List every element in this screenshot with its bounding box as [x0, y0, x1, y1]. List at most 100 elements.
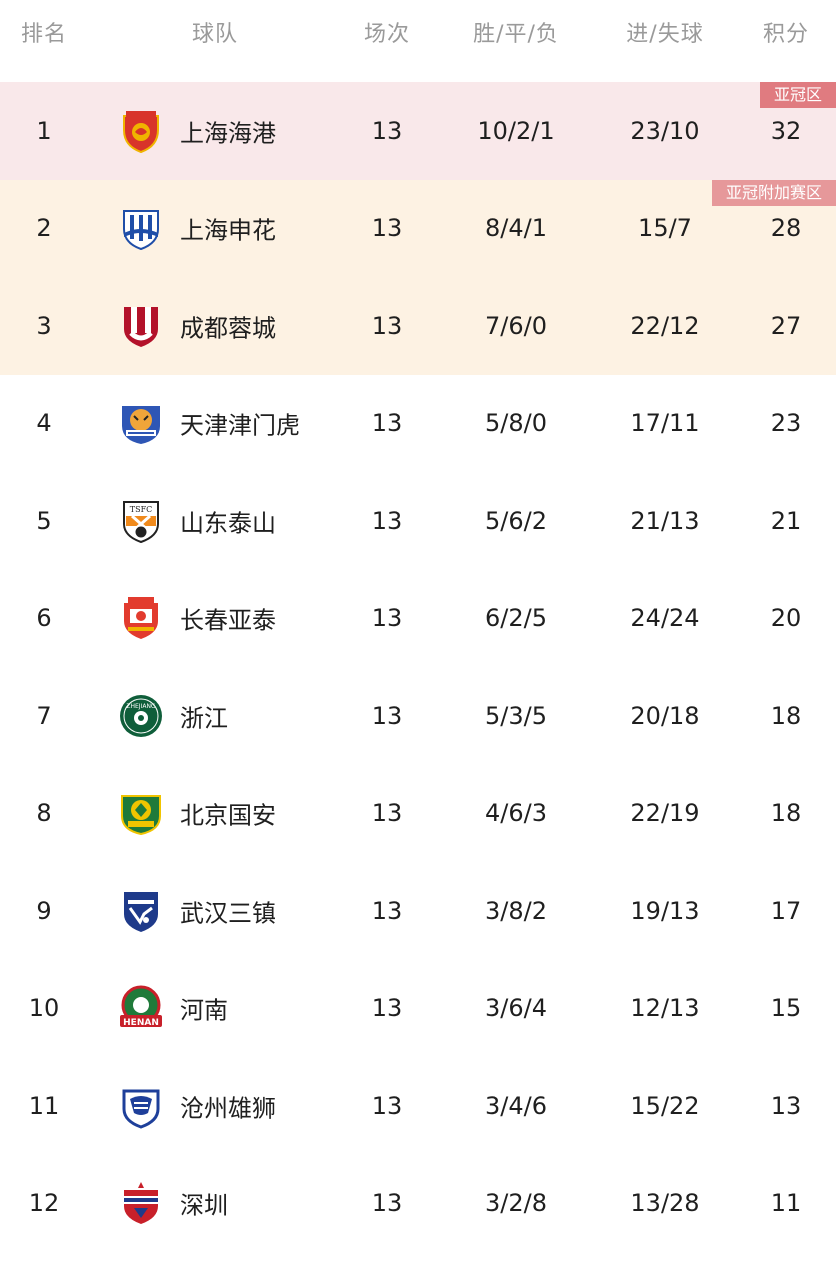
acl-playoff-zone-tag: 亚冠附加赛区 [711, 179, 836, 206]
shenzhen-crest-icon [118, 1180, 164, 1226]
header-rank: 排名 [20, 22, 68, 47]
rank-cell: 9 [36, 896, 52, 925]
wdl-cell: 7/6/0 [485, 311, 547, 340]
table-row[interactable]: 3 13 7/6/0 22/12 27 成都蓉城 [0, 277, 836, 375]
table-row[interactable]: 4 13 5/8/0 17/11 23 天津津门虎 [0, 375, 836, 473]
table-row[interactable]: 亚冠附加赛区 2 13 8/4/1 15/7 28 上海申花 [0, 179, 836, 277]
team-name[interactable]: 长春亚泰 [180, 606, 276, 635]
rank-cell: 11 [28, 1091, 60, 1120]
team-name[interactable]: 成都蓉城 [180, 314, 276, 343]
team-name[interactable]: 北京国安 [180, 801, 276, 830]
shanghai-port-crest-icon [118, 108, 164, 154]
header-played: 场次 [363, 22, 411, 47]
points-cell: 32 [770, 116, 802, 145]
table-row[interactable]: 6 13 6/2/5 24/24 20 长春亚泰 [0, 570, 836, 668]
rank-cell: 5 [36, 506, 52, 535]
points-cell: 17 [770, 896, 802, 925]
goals-cell: 23/10 [630, 116, 700, 145]
team-name[interactable]: 武汉三镇 [180, 899, 276, 928]
goals-cell: 19/13 [630, 896, 700, 925]
zhejiang-crest-icon: ZHEJIANG [118, 693, 164, 739]
rank-cell: 6 [36, 604, 52, 633]
played-cell: 13 [371, 896, 403, 925]
team-name[interactable]: 河南 [180, 996, 228, 1025]
goals-cell: 12/13 [630, 994, 700, 1023]
table-row[interactable]: 9 13 3/8/2 19/13 17 武汉三镇 [0, 862, 836, 960]
table-row[interactable]: 亚冠区 1 13 10/2/1 23/10 32 上海海港 [0, 82, 836, 180]
points-cell: 23 [770, 409, 802, 438]
wdl-cell: 10/2/1 [477, 116, 555, 145]
rank-cell: 4 [36, 409, 52, 438]
points-cell: 18 [770, 701, 802, 730]
played-cell: 13 [371, 701, 403, 730]
tianjin-jinmen-tiger-crest-icon [118, 400, 164, 446]
svg-text:ZHEJIANG: ZHEJIANG [126, 703, 156, 710]
beijing-guoan-crest-icon [118, 790, 164, 836]
table-row[interactable]: 11 13 3/4/6 15/22 13 沧州雄狮 [0, 1057, 836, 1155]
points-cell: 28 [770, 214, 802, 243]
goals-cell: 20/18 [630, 701, 700, 730]
rank-cell: 10 [28, 994, 60, 1023]
points-cell: 21 [770, 506, 802, 535]
table-row[interactable]: 8 13 4/6/3 22/19 18 北京国安 [0, 765, 836, 863]
goals-cell: 22/12 [630, 311, 700, 340]
wdl-cell: 6/2/5 [485, 604, 547, 633]
goals-cell: 15/22 [630, 1091, 700, 1120]
wdl-cell: 5/8/0 [485, 409, 547, 438]
goals-cell: 21/13 [630, 506, 700, 535]
team-name[interactable]: 浙江 [180, 704, 228, 733]
points-cell: 11 [770, 1189, 802, 1218]
table-header: 排名 球队 场次 胜/平/负 进/失球 积分 [0, 0, 836, 60]
header-team: 球队 [191, 22, 239, 47]
wuhan-three-towns-crest-icon [118, 888, 164, 934]
wdl-cell: 5/3/5 [485, 701, 547, 730]
henan-crest-icon: HENAN [118, 985, 164, 1031]
played-cell: 13 [371, 994, 403, 1023]
team-name[interactable]: 山东泰山 [180, 509, 276, 538]
played-cell: 13 [371, 1189, 403, 1218]
changchun-yatai-crest-icon [118, 595, 164, 641]
goals-cell: 13/28 [630, 1189, 700, 1218]
wdl-cell: 4/6/3 [485, 799, 547, 828]
goals-cell: 17/11 [630, 409, 700, 438]
svg-text:HENAN: HENAN [123, 1018, 159, 1028]
played-cell: 13 [371, 214, 403, 243]
played-cell: 13 [371, 799, 403, 828]
played-cell: 13 [371, 1091, 403, 1120]
rank-cell: 8 [36, 799, 52, 828]
team-name[interactable]: 深圳 [180, 1191, 228, 1220]
header-wdl: 胜/平/负 [473, 22, 559, 47]
wdl-cell: 3/6/4 [485, 994, 547, 1023]
header-goals: 进/失球 [626, 22, 704, 47]
rank-cell: 12 [28, 1189, 60, 1218]
points-cell: 27 [770, 311, 802, 340]
wdl-cell: 3/4/6 [485, 1091, 547, 1120]
goals-cell: 22/19 [630, 799, 700, 828]
rank-cell: 2 [36, 214, 52, 243]
goals-cell: 24/24 [630, 604, 700, 633]
wdl-cell: 3/2/8 [485, 1189, 547, 1218]
header-points: 积分 [762, 22, 810, 47]
team-name[interactable]: 沧州雄狮 [180, 1094, 276, 1123]
table-row[interactable]: 12 13 3/2/8 13/28 11 深圳 [0, 1155, 836, 1253]
goals-cell: 15/7 [638, 214, 692, 243]
played-cell: 13 [371, 311, 403, 340]
rank-cell: 3 [36, 311, 52, 340]
team-name[interactable]: 天津津门虎 [180, 411, 300, 440]
points-cell: 18 [770, 799, 802, 828]
team-name[interactable]: 上海申花 [180, 216, 276, 245]
points-cell: 13 [770, 1091, 802, 1120]
table-row[interactable]: 7 13 5/3/5 20/18 18 ZHEJIANG 浙江 [0, 667, 836, 765]
rank-cell: 7 [36, 701, 52, 730]
chengdu-rongcheng-crest-icon [118, 303, 164, 349]
wdl-cell: 3/8/2 [485, 896, 547, 925]
played-cell: 13 [371, 506, 403, 535]
table-row[interactable]: 5 13 5/6/2 21/13 21 TSFC 山东泰山 [0, 472, 836, 570]
wdl-cell: 8/4/1 [485, 214, 547, 243]
wdl-cell: 5/6/2 [485, 506, 547, 535]
played-cell: 13 [371, 604, 403, 633]
shandong-taishan-crest-icon: TSFC [118, 498, 164, 544]
team-name[interactable]: 上海海港 [180, 119, 276, 148]
played-cell: 13 [371, 116, 403, 145]
table-row[interactable]: 10 13 3/6/4 12/13 15 HENAN 河南 [0, 960, 836, 1058]
